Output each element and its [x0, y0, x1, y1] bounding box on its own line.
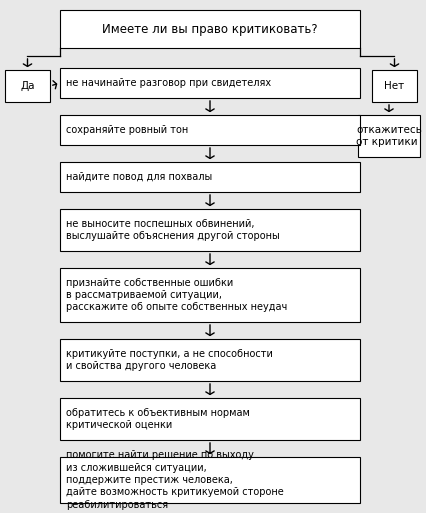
- FancyBboxPatch shape: [60, 162, 359, 192]
- FancyBboxPatch shape: [60, 209, 359, 251]
- Text: Имеете ли вы право критиковать?: Имеете ли вы право критиковать?: [102, 23, 317, 35]
- Text: помогите найти решение по выходу
из сложившейся ситуации,
поддержите престиж чел: помогите найти решение по выходу из слож…: [66, 450, 283, 510]
- Text: сохраняйте ровный тон: сохраняйте ровный тон: [66, 125, 188, 135]
- FancyBboxPatch shape: [60, 68, 359, 98]
- FancyBboxPatch shape: [60, 339, 359, 381]
- FancyBboxPatch shape: [357, 115, 419, 157]
- Text: обратитесь к объективным нормам
критической оценки: обратитесь к объективным нормам критичес…: [66, 408, 249, 430]
- FancyBboxPatch shape: [60, 457, 359, 503]
- FancyBboxPatch shape: [60, 398, 359, 440]
- FancyBboxPatch shape: [60, 10, 359, 48]
- Text: Да: Да: [20, 81, 35, 91]
- Text: найдите повод для похвалы: найдите повод для похвалы: [66, 172, 212, 182]
- FancyBboxPatch shape: [60, 268, 359, 322]
- Text: признайте собственные ошибки
в рассматриваемой ситуации,
расскажите об опыте соб: признайте собственные ошибки в рассматри…: [66, 278, 287, 312]
- Text: не выносите поспешных обвинений,
выслушайте объяснения другой стороны: не выносите поспешных обвинений, выслуша…: [66, 219, 279, 241]
- Text: критикуйте поступки, а не способности
и свойства другого человека: критикуйте поступки, а не способности и …: [66, 349, 272, 371]
- Text: откажитесь
от критики: откажитесь от критики: [355, 125, 421, 147]
- FancyBboxPatch shape: [371, 70, 416, 102]
- Text: не начинайте разговор при свидетелях: не начинайте разговор при свидетелях: [66, 78, 271, 88]
- FancyBboxPatch shape: [5, 70, 50, 102]
- Text: Нет: Нет: [383, 81, 403, 91]
- FancyBboxPatch shape: [60, 115, 359, 145]
